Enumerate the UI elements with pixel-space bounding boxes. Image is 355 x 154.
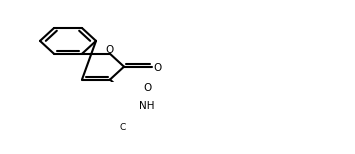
Text: O: O: [153, 63, 161, 73]
Text: C: C: [119, 123, 126, 132]
Text: O: O: [143, 83, 151, 93]
Text: O: O: [105, 45, 113, 55]
Text: NH: NH: [139, 101, 154, 111]
